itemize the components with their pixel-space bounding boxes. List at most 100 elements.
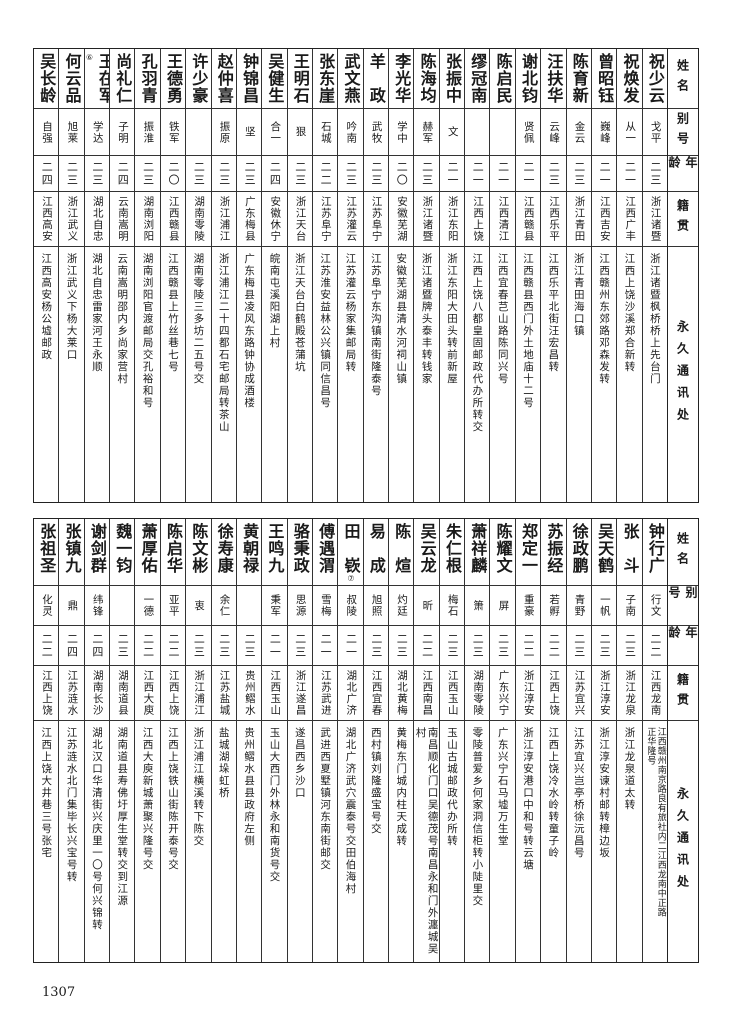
name-cell: 朱仁根: [439, 519, 465, 586]
header-label-native: 籍贯: [675, 199, 690, 239]
person-column: 萧厚佑 一德 二二 江西大庾 江西大庾新城萧聚兴隆号交: [134, 519, 160, 962]
person-name-text: 赵仲喜: [214, 53, 234, 104]
native-cell: 江苏涟水: [59, 666, 84, 721]
person-native-place: 安徽休宁: [269, 196, 282, 242]
header-label-age: 年龄: [668, 156, 698, 176]
person-name: 孔羽青: [138, 53, 158, 104]
alias-cell: 亚平: [160, 586, 186, 626]
person-address: 浙江东阳大田头转前新屋: [445, 253, 458, 385]
address-cell: 广东梅县凌风东路钟协成酒楼: [237, 247, 261, 502]
age-cell: 二四: [84, 626, 110, 666]
native-cell: 江西清江: [490, 192, 515, 247]
native-cell: 江西上饶: [160, 666, 186, 721]
age-cell: 二二: [642, 626, 667, 666]
person-column: 田 嵚⑦ 叔陵 二一 湖北广济 湖北广济武穴震泰号交田伯海村: [337, 519, 363, 962]
person-name-text: 陈育新: [569, 53, 589, 104]
person-age: 二三: [598, 632, 612, 659]
alias-cell: [110, 586, 135, 626]
person-age: 二三: [293, 632, 307, 659]
person-name: 王明石: [291, 53, 310, 104]
address-cell: 浙江龙泉道太转: [617, 721, 641, 962]
person-address: 浙江龙泉道太转: [623, 727, 636, 811]
person-name: 王德勇: [164, 53, 183, 104]
person-native-place: 浙江武义: [66, 196, 79, 242]
name-cell: 苏振经: [541, 519, 566, 586]
person-address: 江西乐平北街汪宏昌转: [547, 253, 560, 373]
person-column: 骆秉政 思源 二三 浙江遂昌 遂昌西乡沙口: [286, 519, 312, 962]
person-native-place: 江苏盐城: [218, 670, 231, 716]
person-name-text: 祝焕发: [620, 53, 640, 104]
person-native-place: 江西宜春: [370, 670, 383, 716]
age-cell: 二三: [363, 626, 389, 666]
person-native-place: 浙江浦江: [193, 670, 206, 716]
age-cell: 二三: [186, 156, 211, 192]
person-name: 曾昭钰: [595, 53, 614, 104]
person-column: 吴云龙昕二二 江西南昌 南昌顺化门口吴德茂号南昌永和门外瀍城吴村: [413, 519, 439, 962]
person-column: 魏一钧 二三 湖南道县 湖南道县寿佛圩厚生堂转交到江源: [109, 519, 135, 962]
age-cell: 二二: [34, 626, 59, 666]
name-cell: 吴健生: [262, 49, 287, 109]
person-name: 李光华: [392, 53, 411, 104]
address-cell: 盐城湖垛虹桥: [212, 721, 236, 962]
person-native-place: 湖南零陵: [472, 670, 485, 716]
alias-cell: 振原: [211, 109, 236, 156]
name-cell: 武文燕: [338, 49, 363, 109]
name-cell: 陈文彬: [186, 519, 211, 586]
address-cell: 江西大庾新城萧聚兴隆号交: [135, 721, 159, 962]
person-age: 二三: [243, 160, 257, 187]
native-cell: 湖南道县: [110, 666, 135, 721]
address-cell: 黄梅东门城内柱天成转: [389, 721, 413, 962]
person-name: 苏振经: [544, 523, 564, 574]
age-cell: 二三: [211, 156, 236, 192]
person-age: 二三: [395, 632, 409, 659]
person-name-text: 苏振经: [544, 523, 564, 574]
person-name: 王鸣九: [265, 523, 284, 574]
native-cell: 江西赣县: [160, 192, 186, 247]
person-column: 黄朝禄 二三 贵州鳛水 贵州鳛水县县政府左侧: [235, 519, 262, 962]
address-cell: 广东兴宁石马墟万生堂: [490, 721, 514, 962]
person-age: 二三: [623, 632, 637, 659]
person-native-place: 广东梅县: [243, 196, 256, 242]
alias-cell: 狠: [287, 109, 312, 156]
age-cell: 二二: [312, 156, 338, 192]
person-name: 陈育新: [569, 53, 589, 104]
alias-cell: 重豪: [515, 586, 541, 626]
person-native-place: 江西赣县: [167, 196, 180, 242]
alias-cell: 叔陵: [338, 586, 363, 626]
address-cell: 湖北广济武穴震泰号交田伯海村: [338, 721, 362, 962]
age-cell: 二一: [439, 156, 465, 192]
person-address: 皖南屯溪阳湖上村: [268, 253, 281, 349]
person-alias: 雪梅: [319, 594, 332, 617]
person-native-place: 云南嵩明: [117, 196, 130, 242]
person-name: 张祖圣: [37, 523, 56, 574]
person-column: 张祖圣 化灵 二二 江西上饶 江西上饶大井巷三号张宅: [34, 519, 59, 962]
age-cell: 二三: [135, 156, 160, 192]
person-name-text: 骆秉政: [290, 523, 310, 574]
header-label-native: 籍贯: [675, 673, 690, 713]
person-name-text: 徐政鹏: [569, 523, 589, 574]
person-age: 二一: [496, 160, 510, 187]
person-name-text: 黄朝禄: [240, 523, 260, 574]
native-cell: 江苏阜宁: [363, 192, 389, 247]
person-name: 骆秉政: [290, 523, 310, 574]
person-name-text: 萧祥麟: [468, 523, 488, 574]
address-cell: 零陵普爱乡何家洞信柜转小陡里交: [465, 721, 489, 962]
person-column: 王鸣九 秉军 二一 江西玉山 玉山大西门外林永和南货号交: [261, 519, 287, 962]
person-name: 许少豪: [189, 53, 208, 104]
native-cell: 浙江浦江: [211, 192, 236, 247]
person-age: 二三: [572, 632, 586, 659]
native-cell: 浙江青田: [566, 192, 591, 247]
person-name-text: 孔羽青: [138, 53, 158, 104]
alias-cell: 梅石: [439, 586, 465, 626]
person-age: 二三: [445, 632, 459, 659]
address-cell: 江苏宜兴岂亭桥徐沅昌号: [567, 721, 591, 962]
person-alias: 秉军: [269, 594, 282, 617]
name-cell: 陈 煊: [389, 519, 414, 586]
person-age: 二三: [648, 160, 662, 187]
person-native-place: 江苏阜宁: [319, 196, 332, 242]
person-address: 浙江诸暨牌头泰丰转钱家: [420, 253, 433, 385]
person-name: 郑定一: [519, 523, 538, 574]
native-cell: 浙江诸暨: [414, 192, 439, 247]
person-address: 江西赣州东郊路邓森发转: [598, 253, 611, 385]
person-address: 玉山古城邮政代办所转: [445, 727, 458, 847]
